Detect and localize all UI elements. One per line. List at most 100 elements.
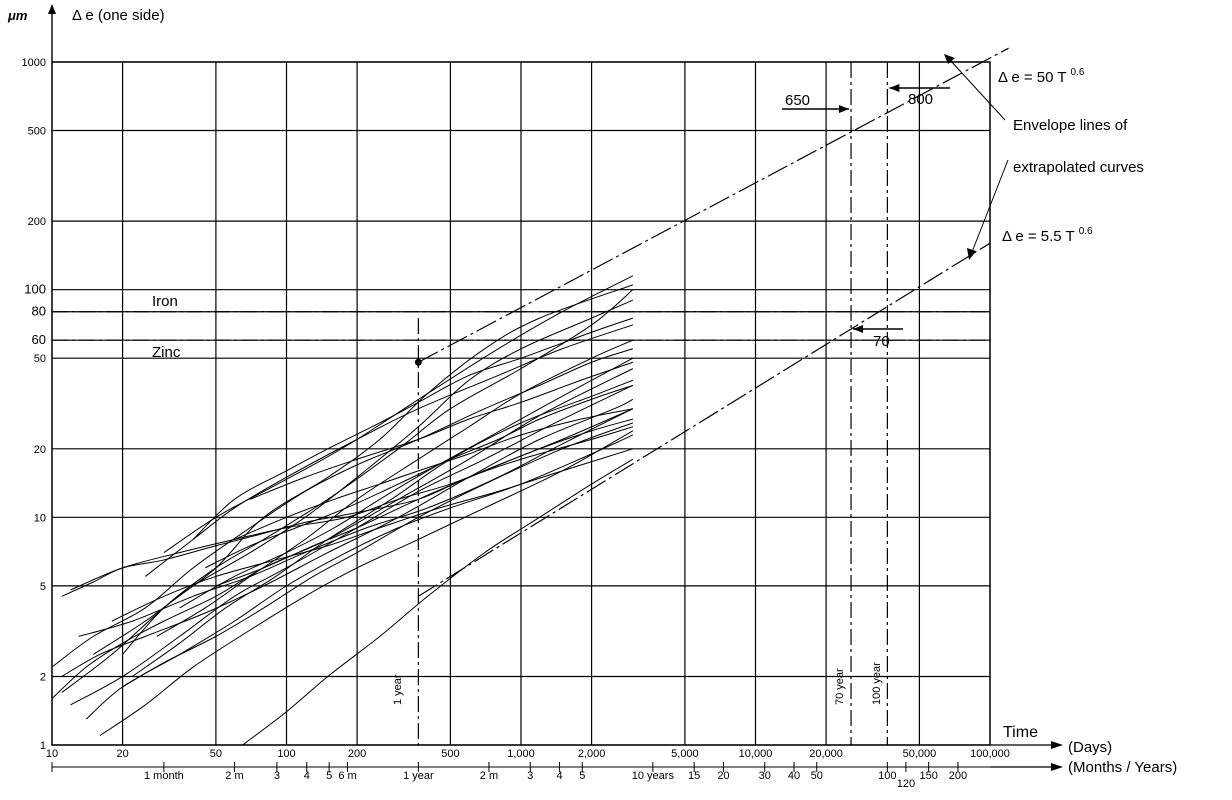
envelope-leader-upper-head — [944, 54, 955, 64]
callout-650: 650 — [785, 92, 810, 109]
data-curve-19 — [204, 384, 634, 569]
data-curve-20 — [61, 398, 634, 677]
x-tick-label-months-years: 5 — [326, 770, 332, 782]
y-tick-label: 500 — [28, 126, 46, 138]
iron-label: Iron — [152, 293, 178, 310]
data-curve-18 — [179, 357, 634, 609]
callout-arrow-650 — [839, 105, 850, 113]
x-tick-label-months-years: 100 — [878, 770, 896, 782]
x-tick-label-months-years: 3 — [274, 770, 280, 782]
envelope-note-line1: Envelope lines of — [1013, 117, 1128, 134]
x-tick-label-months-years: 2 m — [225, 770, 243, 782]
x-tick-label-months-years: 4 — [304, 770, 310, 782]
reference-lines — [52, 54, 1009, 745]
x-tick-label-months-years: 20 — [717, 770, 729, 782]
y-tick-label: 1000 — [22, 57, 46, 69]
tick-labels: 1 2 5 10 20 50 60 80 100 200 500 1000 10 20 50 100 200 50… — [22, 4, 1063, 790]
x-tick-label-days: 5,000 — [671, 748, 699, 760]
y-unit-label: μm — [7, 8, 28, 23]
y-tick-label: 2 — [40, 671, 46, 683]
zinc-label: Zinc — [152, 344, 181, 361]
x-tick-label-days: 1,000 — [507, 748, 535, 760]
x-tick-label-months-years: 2 m — [480, 770, 498, 782]
data-curve-17 — [156, 339, 634, 637]
envelope-marker — [414, 358, 422, 366]
y-tick-label: 200 — [28, 216, 46, 228]
callout-arrow-800 — [889, 84, 900, 92]
envelope-upper-equation: Δ e = 50 T 0.6 — [998, 67, 1085, 86]
data-curve-21 — [234, 408, 633, 540]
x-tick-label-days: 20,000 — [809, 748, 843, 760]
data-curve-25 — [242, 458, 634, 746]
x-tick-label-months-years: 1 month — [144, 770, 184, 782]
callout-800: 800 — [908, 91, 933, 108]
x-tick-label-months-years: 4 — [556, 770, 562, 782]
x-tick-label-days: 50,000 — [903, 748, 937, 760]
envelope-note-line2: extrapolated curves — [1013, 159, 1144, 176]
x-tick-label-months-years: 3 — [527, 770, 533, 782]
x-tick-label-months-years: 120 — [897, 778, 915, 790]
x-tick-label-months-years: 30 — [759, 770, 771, 782]
envelope-line-1 — [418, 47, 1009, 363]
envelope-lines — [414, 47, 1009, 597]
callout-arrow-70 — [853, 325, 864, 333]
envelope-leader-lower — [971, 159, 1009, 253]
x-tick-label-days: 100,000 — [970, 748, 1010, 760]
x-axis-days-label: (Days) — [1068, 739, 1112, 756]
x-tick-label-days: 50 — [210, 748, 222, 760]
x-tick-label-months-years: 6 m — [338, 770, 356, 782]
data-curve-12 — [70, 384, 634, 706]
data-curve-3 — [51, 348, 634, 668]
y-tick-label: 5 — [40, 581, 46, 593]
data-curve-4 — [61, 284, 634, 693]
y-tick-label: 1 — [40, 740, 46, 752]
data-curve-8 — [163, 275, 634, 554]
y-axis-title: Δ e (one side) — [72, 7, 165, 24]
data-curve-22 — [249, 361, 634, 500]
ref-label-1-year: 1 year — [392, 674, 404, 705]
data-curves — [51, 275, 634, 746]
data-curve-9 — [192, 317, 634, 540]
grid — [51, 61, 991, 746]
data-curve-14 — [111, 448, 634, 622]
data-curve-6 — [122, 289, 634, 655]
x-tick-label-months-years: 50 — [811, 770, 823, 782]
axis-pointer-head — [1051, 763, 1063, 771]
x-tick-label-months-years: 10 years — [632, 770, 675, 782]
axis-pointer-head — [1051, 741, 1063, 749]
x-tick-label-months-years: 5 — [579, 770, 585, 782]
envelope-leader-lower-head — [967, 248, 976, 260]
data-curve-7 — [145, 324, 634, 577]
x-tick-label-days: 20 — [116, 748, 128, 760]
data-curve-16 — [132, 379, 634, 677]
y-tick-label: 10 — [34, 512, 46, 524]
y-tick-label: 50 — [34, 353, 46, 365]
callout-70: 70 — [873, 333, 890, 350]
data-curve-24 — [122, 422, 634, 688]
envelope-line-2 — [418, 242, 991, 597]
data-curve-11 — [99, 430, 634, 736]
data-curve-2 — [70, 408, 634, 591]
y-tick-label: 60 — [32, 332, 46, 347]
x-tick-label-months-years: 1 year — [403, 770, 434, 782]
x-tick-label-months-years: 15 — [688, 770, 700, 782]
x-tick-label-days: 10,000 — [739, 748, 773, 760]
y-tick-label: 80 — [32, 304, 46, 319]
y-axis-arrow-head — [48, 4, 56, 14]
x-tick-label-months-years: 150 — [919, 770, 937, 782]
x-axis-title: Time — [1003, 724, 1038, 741]
x-tick-label-days: 100 — [277, 748, 295, 760]
y-tick-label: 20 — [34, 444, 46, 456]
x-tick-label-days: 500 — [441, 748, 459, 760]
y-tick-label: 100 — [24, 282, 46, 297]
ref-label-100-year: 100 year — [871, 662, 883, 705]
x-tick-label-months-years: 40 — [788, 770, 800, 782]
envelope-leader-upper — [949, 59, 1006, 121]
x-axis-months-label: (Months / Years) — [1068, 759, 1177, 776]
x-tick-label-days: 2,000 — [578, 748, 606, 760]
data-curve-13 — [78, 408, 634, 637]
data-curve-23 — [215, 418, 634, 587]
x-tick-label-days: 10 — [46, 748, 58, 760]
envelope-lower-equation: Δ e = 5.5 T 0.6 — [1002, 226, 1093, 245]
